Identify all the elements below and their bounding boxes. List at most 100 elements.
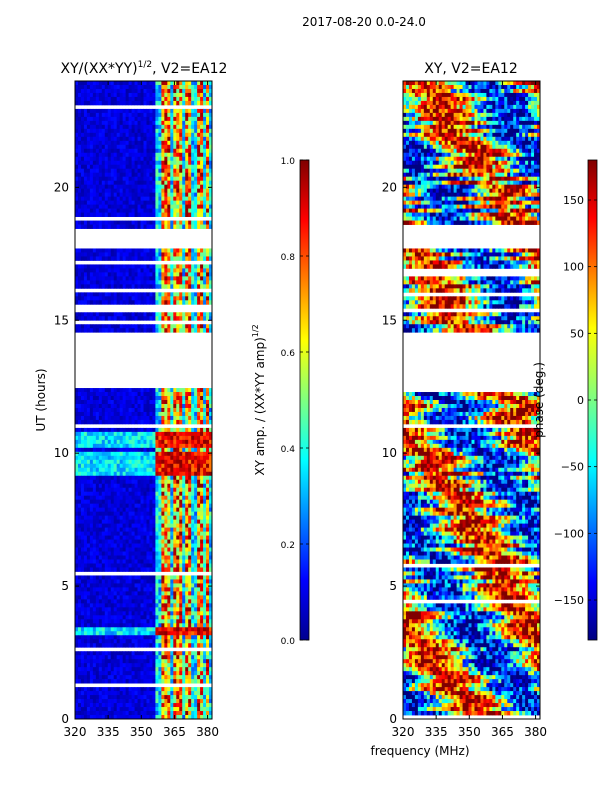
panel1-cell bbox=[185, 475, 189, 481]
panel1-cell bbox=[134, 495, 138, 501]
panel1-cell bbox=[146, 503, 150, 509]
panel1-cell bbox=[137, 272, 141, 277]
panel1-cell bbox=[131, 591, 135, 596]
panel1-cell bbox=[75, 415, 79, 421]
panel1-cell bbox=[197, 81, 201, 86]
panel1-cell bbox=[182, 439, 186, 445]
panel1-cell bbox=[98, 208, 103, 213]
panel1-cell bbox=[140, 300, 144, 305]
panel1-cell bbox=[164, 108, 168, 114]
panel1-cell bbox=[206, 168, 210, 174]
panel1-cell bbox=[140, 316, 144, 321]
panel1-cell bbox=[170, 555, 174, 560]
panel1-cell bbox=[182, 388, 186, 393]
panel1-cell bbox=[164, 403, 168, 409]
panel1-cell bbox=[152, 208, 156, 213]
panel1-cell bbox=[197, 120, 201, 126]
panel1-cell bbox=[86, 499, 91, 505]
panel1-cell bbox=[200, 300, 204, 305]
panel1-cell bbox=[125, 551, 130, 556]
panel1-cell bbox=[75, 264, 79, 269]
panel1-cell bbox=[98, 396, 103, 401]
panel1-cell bbox=[146, 587, 150, 592]
panel1-cell bbox=[167, 396, 171, 401]
panel1-cell bbox=[92, 611, 97, 616]
panel1-cell bbox=[131, 84, 135, 90]
panel1-cell bbox=[194, 503, 198, 509]
panel1-cell bbox=[167, 312, 171, 317]
panel1-cell bbox=[128, 296, 132, 301]
panel1-cell bbox=[203, 411, 207, 417]
panel1-cell bbox=[122, 140, 127, 146]
panel1-cell bbox=[77, 563, 82, 568]
panel1-cell bbox=[89, 523, 94, 528]
panel1-cell bbox=[125, 92, 130, 98]
panel1-cell bbox=[155, 220, 159, 225]
panel1-cell bbox=[128, 603, 132, 608]
panel1-cell bbox=[137, 220, 141, 225]
panel1-cell bbox=[191, 204, 195, 209]
panel1-cell bbox=[209, 388, 212, 393]
panel1-cell bbox=[122, 81, 127, 86]
panel1-cell bbox=[146, 276, 150, 281]
panel1-cell bbox=[86, 623, 91, 628]
panel1-cell bbox=[77, 451, 82, 457]
panel1-cell bbox=[188, 100, 192, 106]
panel1-cell bbox=[119, 156, 124, 162]
panel1-cell bbox=[167, 176, 171, 182]
panel1-cell bbox=[80, 152, 85, 158]
panel1-cell bbox=[113, 591, 118, 596]
panel1-cell bbox=[137, 396, 141, 401]
panel1-cell bbox=[188, 164, 192, 170]
panel1-cell bbox=[75, 531, 79, 536]
panel1-cell bbox=[170, 92, 174, 98]
panel1-cell bbox=[107, 439, 112, 445]
panel1-cell bbox=[128, 192, 132, 198]
panel1-cell bbox=[116, 419, 121, 425]
panel1-cell bbox=[146, 611, 150, 616]
panel1-cell bbox=[92, 108, 97, 114]
panel1-cell bbox=[167, 204, 171, 209]
panel1-cell bbox=[188, 132, 192, 138]
panel1-cell bbox=[140, 535, 144, 540]
panel1-cell bbox=[164, 615, 168, 620]
panel1-cell bbox=[200, 88, 204, 94]
panel1-cell bbox=[89, 168, 94, 174]
panel1-cell bbox=[209, 252, 212, 257]
panel1-cell bbox=[200, 392, 204, 397]
panel1-cell bbox=[137, 563, 141, 568]
panel1-cell bbox=[149, 120, 153, 126]
panel1-cell bbox=[104, 427, 109, 433]
panel1-cell bbox=[170, 599, 174, 604]
panel1-cell bbox=[161, 539, 165, 544]
panel1-cell bbox=[149, 300, 153, 305]
panel1-cell bbox=[164, 128, 168, 134]
panel1-cell bbox=[191, 120, 195, 126]
panel1-cell bbox=[137, 435, 141, 441]
panel1-cell bbox=[179, 511, 183, 517]
panel1-cell bbox=[188, 328, 192, 333]
panel1-cell bbox=[116, 531, 121, 536]
panel1-cell bbox=[104, 443, 109, 449]
panel1-cell bbox=[89, 296, 94, 301]
panel1-cell bbox=[125, 192, 130, 198]
panel1-cell bbox=[155, 619, 159, 624]
panel1-cell bbox=[101, 328, 106, 333]
panel1-cell bbox=[200, 132, 204, 138]
panel1-cell bbox=[131, 547, 135, 552]
panel1-cell bbox=[191, 176, 195, 182]
panel1-cell bbox=[173, 587, 177, 592]
panel1-cell bbox=[176, 136, 180, 142]
panel1-cell bbox=[155, 92, 159, 98]
panel1-cell bbox=[119, 224, 124, 229]
panel1-cell bbox=[137, 479, 141, 485]
panel1-cell bbox=[170, 503, 174, 509]
panel1-cell bbox=[98, 224, 103, 229]
panel1-cell bbox=[77, 100, 82, 106]
panel1-cell bbox=[209, 599, 212, 604]
panel1-cell bbox=[104, 471, 109, 477]
panel1-cell bbox=[185, 84, 189, 90]
panel1-cell bbox=[149, 292, 153, 297]
panel1-cell bbox=[113, 192, 118, 198]
panel1-cell bbox=[146, 388, 150, 393]
